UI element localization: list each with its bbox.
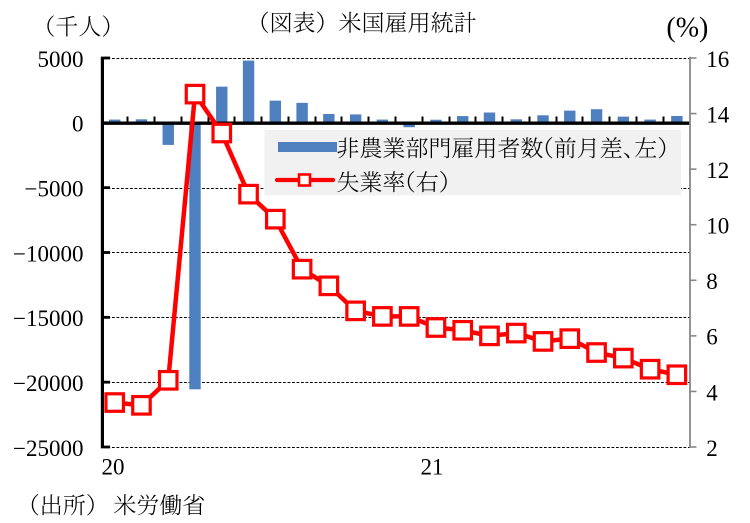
svg-text:4: 4 <box>706 380 718 405</box>
svg-text:12: 12 <box>706 158 729 183</box>
svg-text:−25000: −25000 <box>13 436 83 461</box>
svg-text:5000: 5000 <box>38 47 84 72</box>
svg-text:6: 6 <box>706 325 718 350</box>
svg-text:−15000: −15000 <box>13 306 83 331</box>
svg-text:14: 14 <box>706 102 730 127</box>
svg-text:21: 21 <box>421 455 444 480</box>
svg-text:2: 2 <box>706 436 718 461</box>
svg-text:0: 0 <box>72 112 84 137</box>
svg-text:8: 8 <box>706 269 718 294</box>
svg-text:(%): (%) <box>666 13 708 44</box>
svg-text:16: 16 <box>706 47 729 72</box>
svg-text:−20000: −20000 <box>13 371 83 396</box>
svg-text:−10000: −10000 <box>13 241 83 266</box>
svg-text:10: 10 <box>706 214 729 239</box>
svg-text:−5000: −5000 <box>25 177 84 202</box>
svg-text:20: 20 <box>102 455 125 480</box>
